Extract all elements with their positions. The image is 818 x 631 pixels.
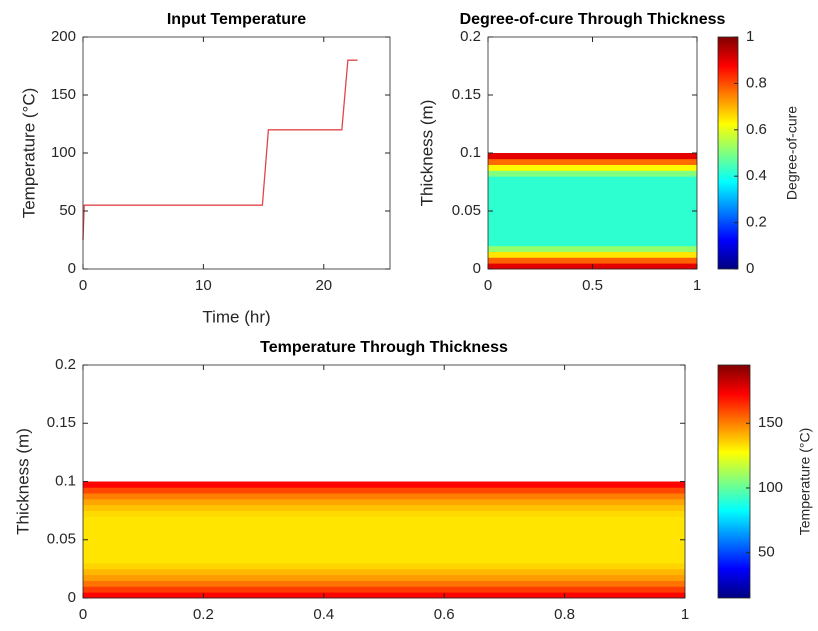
y-tick-label: 0.15	[47, 414, 76, 431]
chart-title: Temperature Through Thickness	[260, 339, 508, 356]
x-tick-label: 0.6	[434, 606, 455, 623]
heat-band	[488, 205, 697, 212]
y-tick-label: 0.2	[55, 356, 76, 373]
heat-band	[83, 557, 685, 564]
heat-band	[83, 516, 685, 523]
heat-band	[83, 510, 685, 517]
heat-band	[488, 187, 697, 194]
y-tick-label: 150	[51, 86, 76, 103]
y-tick-label: 0.05	[47, 531, 76, 548]
y-tick-label: 0	[68, 260, 76, 277]
heat-band	[83, 568, 685, 576]
colorbar-label: Temperature (°C)	[797, 428, 813, 536]
colorbar-tick-label: 0.4	[746, 167, 767, 184]
x-tick-label: 0.4	[313, 606, 334, 623]
heat-band	[83, 574, 685, 581]
x-tick-label: 0.2	[193, 606, 214, 623]
heat-band	[488, 257, 697, 264]
x-tick-label: 0.5	[582, 277, 603, 294]
colorbar-tick-label: 0	[746, 260, 754, 277]
x-tick-label: 1	[693, 277, 701, 294]
heat-band	[488, 245, 697, 252]
y-tick-label: 0	[473, 260, 481, 277]
colorbar-tick-label: 1	[746, 28, 754, 45]
x-tick-label: 20	[315, 277, 332, 294]
colorbar-tick-label: 0.8	[746, 74, 767, 91]
heat-band	[488, 222, 697, 229]
heat-band	[83, 493, 685, 500]
y-tick-label: 0.05	[452, 202, 481, 219]
heat-band	[488, 199, 697, 206]
heat-band	[83, 592, 685, 599]
colorbar-tick-label: 100	[758, 479, 783, 496]
heat-band	[488, 170, 697, 177]
heat-band	[83, 481, 685, 488]
heat-band	[488, 153, 697, 160]
x-tick-label: 0	[79, 277, 87, 294]
x-tick-label: 10	[195, 277, 212, 294]
heat-band	[83, 563, 685, 570]
heat-band	[488, 240, 697, 247]
y-tick-label: 50	[59, 202, 76, 219]
heat-band	[488, 216, 697, 223]
heat-band	[83, 545, 685, 552]
heat-band	[488, 182, 697, 189]
y-axis-label: Thickness (m)	[13, 428, 32, 535]
heat-band	[83, 539, 685, 546]
y-tick-label: 0.15	[452, 86, 481, 103]
y-axis-label: Thickness (m)	[417, 100, 436, 207]
x-axis-label: Time (hr)	[202, 307, 270, 326]
colorbar-label: Degree-of-cure	[784, 106, 800, 200]
colorbar-tick-label: 0.2	[746, 214, 767, 231]
heat-band	[83, 528, 685, 535]
x-tick-label: 0.8	[554, 606, 575, 623]
heat-band	[83, 487, 685, 494]
x-tick-label: 0	[79, 606, 87, 623]
heat-band	[488, 251, 697, 258]
heat-band	[83, 586, 685, 593]
colorbar	[717, 364, 751, 599]
heat-band	[488, 211, 697, 218]
y-tick-label: 200	[51, 28, 76, 45]
x-tick-label: 0	[484, 277, 492, 294]
colorbar-tick-label: 150	[758, 414, 783, 431]
y-tick-label: 0.2	[460, 28, 481, 45]
x-tick-label: 1	[681, 606, 689, 623]
axes-box	[82, 36, 391, 270]
y-tick-label: 0.1	[460, 144, 481, 161]
heat-band	[488, 176, 697, 183]
heat-band	[83, 551, 685, 558]
y-tick-label: 0	[68, 589, 76, 606]
heat-band	[488, 158, 697, 165]
chart-title: Input Temperature	[167, 11, 306, 28]
heat-band	[488, 164, 697, 171]
y-tick-label: 0.1	[55, 472, 76, 489]
y-tick-label: 100	[51, 144, 76, 161]
heat-band	[83, 522, 685, 529]
chart-title: Degree-of-cure Through Thickness	[460, 11, 726, 28]
colorbar-tick-label: 0.6	[746, 121, 767, 138]
y-axis-label: Temperature (°C)	[19, 88, 38, 219]
heat-band	[488, 234, 697, 241]
heat-band	[83, 498, 685, 506]
colorbar	[717, 36, 739, 270]
heat-band	[83, 533, 685, 541]
heat-band	[488, 228, 697, 235]
heat-band	[83, 504, 685, 512]
colorbar-tick-label: 50	[758, 544, 775, 561]
heat-band	[488, 193, 697, 200]
heat-band	[83, 580, 685, 587]
data-line	[82, 59, 358, 241]
